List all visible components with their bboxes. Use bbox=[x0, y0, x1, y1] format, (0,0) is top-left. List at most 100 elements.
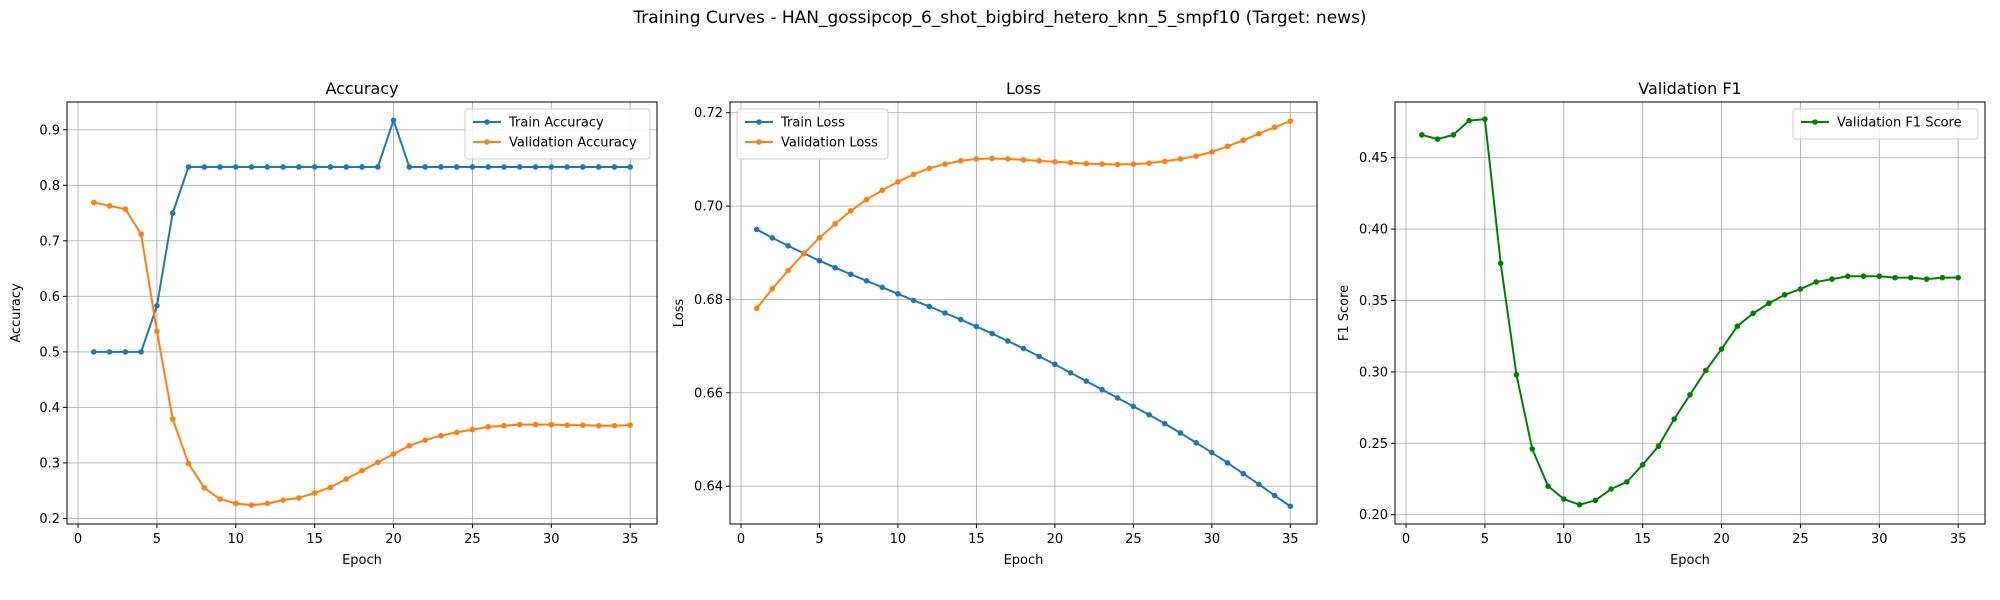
data-point bbox=[863, 196, 870, 203]
data-point bbox=[1844, 273, 1851, 280]
data-point bbox=[769, 235, 776, 241]
data-point bbox=[595, 422, 602, 429]
data-point bbox=[1766, 300, 1772, 307]
data-point bbox=[1702, 367, 1709, 374]
data-point bbox=[169, 210, 176, 216]
data-point bbox=[895, 291, 901, 297]
data-point bbox=[1576, 501, 1583, 508]
data-point bbox=[138, 349, 144, 355]
data-point bbox=[753, 226, 760, 233]
legend: Train Accuracy Validation Accuracy bbox=[464, 108, 651, 160]
data-point bbox=[1256, 130, 1262, 137]
data-point bbox=[611, 164, 618, 170]
x-tick-label: 25 bbox=[1125, 532, 1142, 547]
data-point bbox=[1624, 479, 1630, 485]
chart-title: Validation F1 bbox=[1638, 79, 1741, 98]
x-tick-label: 20 bbox=[1047, 532, 1064, 547]
series-line bbox=[93, 201, 631, 507]
x-tick-label: 0 bbox=[74, 532, 82, 547]
data-point bbox=[1005, 338, 1011, 344]
data-point bbox=[1450, 132, 1457, 138]
data-point bbox=[800, 250, 807, 257]
data-point bbox=[296, 164, 302, 170]
data-point bbox=[374, 164, 381, 170]
data-point bbox=[1052, 158, 1058, 165]
data-point bbox=[1130, 403, 1137, 410]
data-point bbox=[1067, 159, 1074, 166]
data-point bbox=[1020, 345, 1027, 352]
data-point bbox=[374, 459, 381, 466]
data-point bbox=[1224, 143, 1231, 150]
x-tick-label: 20 bbox=[1713, 532, 1730, 547]
legend-label: Train Loss bbox=[780, 116, 845, 131]
data-point bbox=[327, 484, 334, 491]
legend-label: Validation Accuracy bbox=[509, 136, 637, 151]
data-point bbox=[753, 305, 760, 312]
data-point bbox=[1592, 497, 1599, 504]
data-point bbox=[1545, 483, 1551, 489]
data-point bbox=[516, 164, 523, 170]
data-point bbox=[1240, 470, 1247, 477]
legend-label: Train Accuracy bbox=[508, 116, 604, 131]
data-point bbox=[1146, 160, 1152, 166]
data-point bbox=[185, 164, 192, 170]
data-point bbox=[957, 158, 964, 164]
y-tick-label: 0.40 bbox=[1359, 223, 1388, 238]
data-point bbox=[1130, 161, 1137, 167]
data-point bbox=[1224, 460, 1231, 466]
data-point bbox=[785, 267, 791, 274]
data-point bbox=[359, 467, 365, 474]
data-point bbox=[595, 164, 602, 170]
x-tick-label: 15 bbox=[306, 532, 323, 547]
x-tick-label: 35 bbox=[622, 532, 639, 547]
data-point bbox=[1939, 274, 1946, 281]
data-point bbox=[848, 271, 854, 278]
data-point bbox=[185, 460, 192, 467]
data-point bbox=[1193, 439, 1199, 446]
data-point bbox=[1813, 279, 1820, 285]
data-point bbox=[832, 264, 838, 271]
data-point bbox=[232, 164, 239, 170]
data-point bbox=[1560, 496, 1567, 502]
data-point bbox=[327, 164, 334, 170]
data-point bbox=[1287, 118, 1294, 124]
data-point bbox=[1434, 136, 1441, 142]
data-point bbox=[501, 164, 507, 170]
data-point bbox=[1146, 411, 1152, 418]
data-point bbox=[280, 497, 286, 503]
y-tick-label: 0.35 bbox=[1359, 294, 1388, 309]
x-tick-label: 10 bbox=[228, 532, 245, 547]
x-tick-label: 0 bbox=[737, 532, 745, 547]
data-point bbox=[311, 490, 318, 496]
data-point bbox=[106, 203, 113, 209]
data-point bbox=[169, 416, 176, 422]
legend-marker bbox=[484, 119, 490, 125]
data-point bbox=[1750, 310, 1756, 317]
data-point bbox=[816, 257, 823, 264]
x-tick-label: 10 bbox=[890, 532, 907, 547]
data-point bbox=[122, 349, 129, 355]
y-axis-label: F1 Score bbox=[1337, 285, 1352, 341]
data-point bbox=[390, 451, 397, 457]
y-tick-label: 0.30 bbox=[1359, 365, 1388, 380]
chart-2: 0 5 10 15 20 25 30 35 0.20 0.25 0.30 0.35 0.40 0.45 Va… bbox=[1337, 79, 1986, 568]
data-point bbox=[91, 199, 97, 206]
y-tick-label: 0.7 bbox=[39, 234, 60, 249]
figure-title: Training Curves - HAN_gossipcop_6_shot_b… bbox=[633, 8, 1367, 28]
y-tick-label: 0.2 bbox=[39, 512, 60, 527]
x-tick-label: 25 bbox=[464, 532, 481, 547]
legend: Validation F1 Score bbox=[1792, 108, 1979, 140]
data-point bbox=[1718, 346, 1725, 352]
x-tick-label: 15 bbox=[1634, 532, 1651, 547]
data-point bbox=[154, 328, 160, 335]
data-point bbox=[453, 164, 460, 170]
chart-0: 0 5 10 15 20 25 30 35 0.2 0.3 0.4 0.5 0.6 0.7 0.8 0.9 Ac… bbox=[9, 79, 658, 568]
data-point bbox=[438, 164, 444, 170]
data-point bbox=[942, 161, 948, 167]
data-point bbox=[564, 422, 570, 428]
plot-frame bbox=[1394, 101, 1986, 525]
data-point bbox=[311, 164, 318, 170]
data-point bbox=[154, 302, 160, 309]
data-point bbox=[785, 242, 791, 249]
